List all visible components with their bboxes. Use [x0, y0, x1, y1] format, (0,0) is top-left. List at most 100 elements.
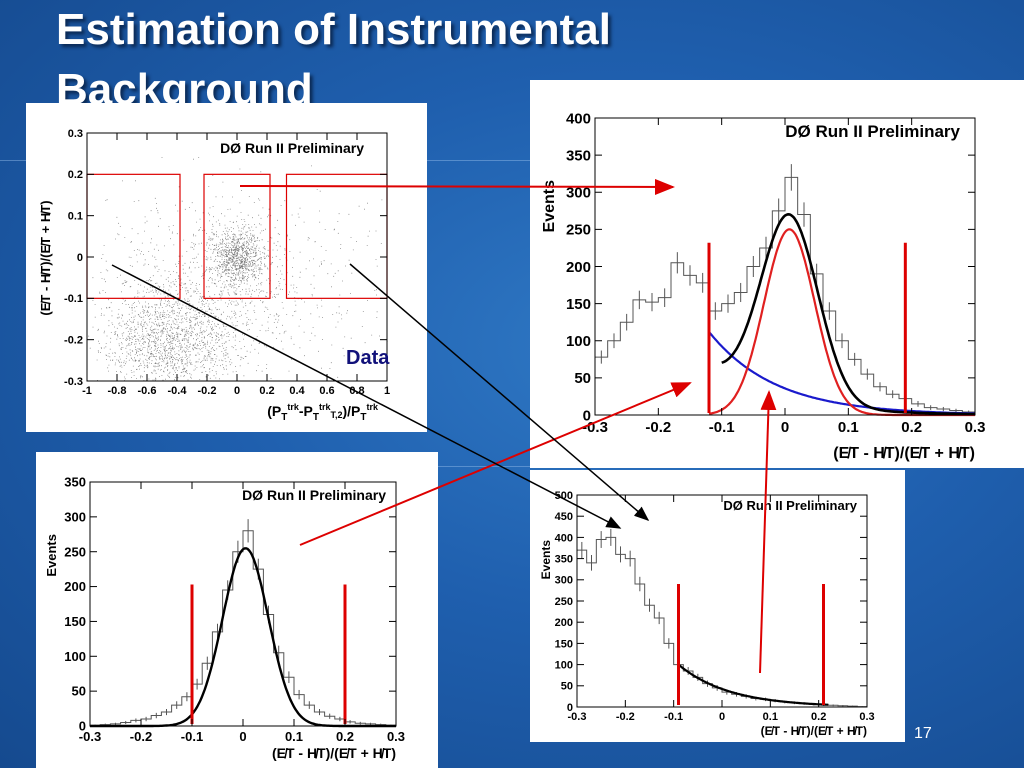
x-tick-label: -0.2	[130, 729, 152, 744]
plot-frame	[89, 481, 397, 727]
bottom-right-plot: -0.3 -0.2 -0.1 0 0.1 0.2 0.3 0 50 100 150 200 250 300…	[539, 490, 875, 738]
x-tick-label: -0.1	[709, 419, 735, 436]
bottom-left-plot: -0.3 -0.2 -0.1 0 0.1 0.2 0.3 0 50 100 150 200 250 300…	[44, 475, 405, 761]
x-axis-label: (E̸T - H̸T)/(E̸T + H̸T)	[761, 724, 867, 738]
y-tick-label: 0.1	[68, 211, 83, 223]
x-axis-label: (E̸T - H̸T)/(E̸T + H̸T)	[833, 445, 975, 462]
chart-title: DØ Run II Preliminary	[220, 140, 364, 156]
y-tick-label: 350	[64, 475, 86, 490]
x-tick-label: 0.2	[901, 419, 922, 436]
axes: -0.3 -0.2 -0.1 0 0.1 0.2 0.3050100150200250300…	[64, 475, 405, 744]
x-tick-label: 0.1	[285, 729, 303, 744]
y-tick-label: 500	[555, 490, 573, 502]
total-fit-curve	[721, 212, 975, 416]
y-tick-label: 250	[566, 222, 591, 239]
y-tick-label: 100	[566, 333, 591, 350]
x-tick-label: -0.1	[181, 729, 203, 744]
histogram-line	[594, 176, 975, 415]
y-tick-label: 0	[79, 719, 86, 734]
x-tick-label: 0.1	[763, 711, 778, 723]
y-tick-label: 50	[574, 370, 591, 387]
y-axis-label: Events	[44, 534, 59, 577]
y-tick-label: 0.3	[68, 128, 83, 140]
y-tick-label: 200	[555, 617, 573, 629]
y-tick-label: 0	[583, 407, 591, 424]
x-tick-label: 0.3	[965, 419, 986, 436]
x-tick-label: 0.3	[859, 711, 874, 723]
scatter-plot: -1 -0.8 -0.6 -0.4 -0.2 0 0.2 0.4 0.6 0.8 1 -0.3 -0.2…	[38, 128, 390, 423]
y-tick-label: 0.2	[68, 169, 83, 181]
scatter-dots	[88, 157, 388, 382]
y-tick-label: 150	[64, 614, 86, 629]
x-tick-label: -0.2	[645, 419, 671, 436]
title-line-1: Estimation of Instrumental	[56, 5, 611, 54]
y-tick-label: 200	[64, 579, 86, 594]
x-axis-label: (PTtrk-PTtrkT,2)/PTtrk	[267, 402, 379, 423]
x-tick-label: -0.3	[568, 711, 587, 723]
y-axis-label: (E̸T - H̸T)/(E̸T + H̸T)	[38, 200, 53, 315]
background-fit-curve	[677, 663, 829, 706]
y-tick-label: 300	[64, 509, 86, 524]
x-tick-label: 0.2	[811, 711, 826, 723]
bottom-left-panel: -0.3 -0.2 -0.1 0 0.1 0.2 0.3 0 50 100 150 200 250 300…	[36, 452, 438, 768]
y-tick-label: 400	[555, 532, 573, 544]
y-tick-label: 450	[555, 511, 573, 523]
y-tick-label: -0.1	[64, 293, 83, 305]
plot-frame	[86, 132, 388, 382]
data-annotation: Data	[346, 347, 390, 369]
y-tick-label: 100	[555, 659, 573, 671]
scatter-points	[88, 157, 388, 382]
background-rule	[0, 160, 1024, 161]
x-tick-label: 0	[719, 711, 725, 723]
y-axis-label: Events	[539, 540, 553, 580]
x-tick-label: -1	[82, 385, 92, 397]
cut-lines	[677, 584, 825, 705]
x-tick-label: 0	[239, 729, 246, 744]
y-tick-label: 350	[555, 553, 573, 565]
y-tick-label: 350	[566, 147, 591, 164]
cut-lines	[707, 242, 907, 413]
y-tick-label: 300	[566, 185, 591, 202]
chart-title: DØ Run II Preliminary	[242, 487, 386, 503]
x-tick-label: -0.4	[168, 385, 188, 397]
selection-region	[285, 173, 388, 299]
y-axis-label: Events	[541, 180, 558, 233]
y-tick-label: 250	[555, 596, 573, 608]
main-fit-panel: -0.3 -0.2 -0.1 0 0.1 0.2 0.3 0 50 100 150 200 250 300…	[530, 80, 1024, 468]
selection-regions	[86, 173, 388, 299]
x-tick-label: 0.1	[838, 419, 859, 436]
bottom-right-panel: -0.3 -0.2 -0.1 0 0.1 0.2 0.3 0 50 100 150 200 250 300…	[530, 470, 905, 742]
y-tick-label: 0	[77, 252, 83, 264]
y-tick-label: 0	[567, 702, 573, 714]
scatter-panel: -1 -0.8 -0.6 -0.4 -0.2 0 0.2 0.4 0.6 0.8 1 -0.3 -0.2…	[26, 103, 427, 432]
chart-title: DØ Run II Preliminary	[785, 122, 960, 141]
x-tick-label: 0.2	[259, 385, 274, 397]
plot-frame	[594, 117, 976, 416]
y-tick-label: 200	[566, 259, 591, 276]
histogram	[594, 164, 975, 415]
selection-region	[86, 173, 181, 299]
x-tick-label: -0.2	[616, 711, 635, 723]
axes: -0.3 -0.2 -0.1 0 0.1 0.2 0.3050100150200250300…	[555, 490, 875, 723]
chart-title: DØ Run II Preliminary	[723, 498, 857, 513]
y-tick-label: 400	[566, 110, 591, 127]
x-tick-label: -0.8	[108, 385, 127, 397]
x-tick-label: 0.2	[336, 729, 354, 744]
x-tick-label: 0.8	[349, 385, 364, 397]
x-tick-label: -0.3	[79, 729, 101, 744]
x-axis-label: (E̸T - H̸T)/(E̸T + H̸T)	[272, 745, 396, 761]
selection-region	[203, 173, 271, 299]
x-tick-label: 1	[384, 385, 390, 397]
fit-curve	[90, 547, 396, 728]
y-tick-label: -0.3	[64, 376, 83, 388]
y-tick-label: 50	[561, 681, 573, 693]
y-tick-label: -0.2	[64, 335, 83, 347]
y-tick-label: 150	[555, 638, 573, 650]
x-tick-label: 0.3	[387, 729, 405, 744]
axes: -0.3 -0.2 -0.1 0 0.1 0.2 0.3050100150200250300…	[566, 110, 985, 436]
slide-number: 17	[914, 725, 932, 742]
main-fit-plot: -0.3 -0.2 -0.1 0 0.1 0.2 0.3050100150200250300…	[541, 110, 985, 462]
y-tick-label: 150	[566, 296, 591, 313]
y-tick-label: 250	[64, 544, 86, 559]
histogram-line	[89, 530, 396, 726]
